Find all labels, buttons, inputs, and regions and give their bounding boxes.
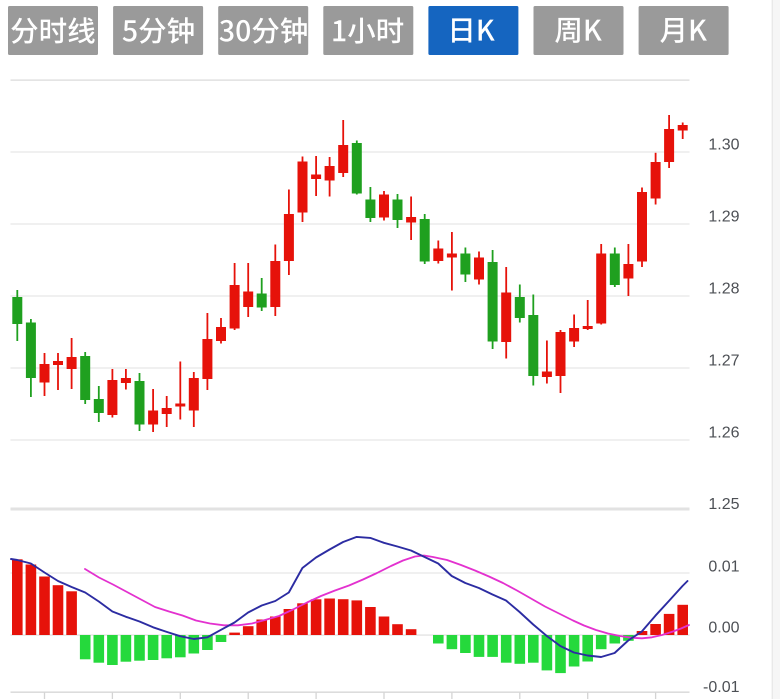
svg-text:0.01: 0.01: [708, 559, 739, 576]
svg-text:1.27: 1.27: [708, 353, 739, 370]
svg-text:0.00: 0.00: [708, 619, 739, 636]
svg-text:1.26: 1.26: [708, 425, 739, 442]
svg-text:1.30: 1.30: [708, 137, 739, 154]
svg-text:1.25: 1.25: [708, 496, 739, 513]
svg-text:1.29: 1.29: [708, 209, 739, 226]
svg-text:-0.01: -0.01: [703, 679, 740, 696]
svg-text:1.28: 1.28: [708, 281, 739, 298]
